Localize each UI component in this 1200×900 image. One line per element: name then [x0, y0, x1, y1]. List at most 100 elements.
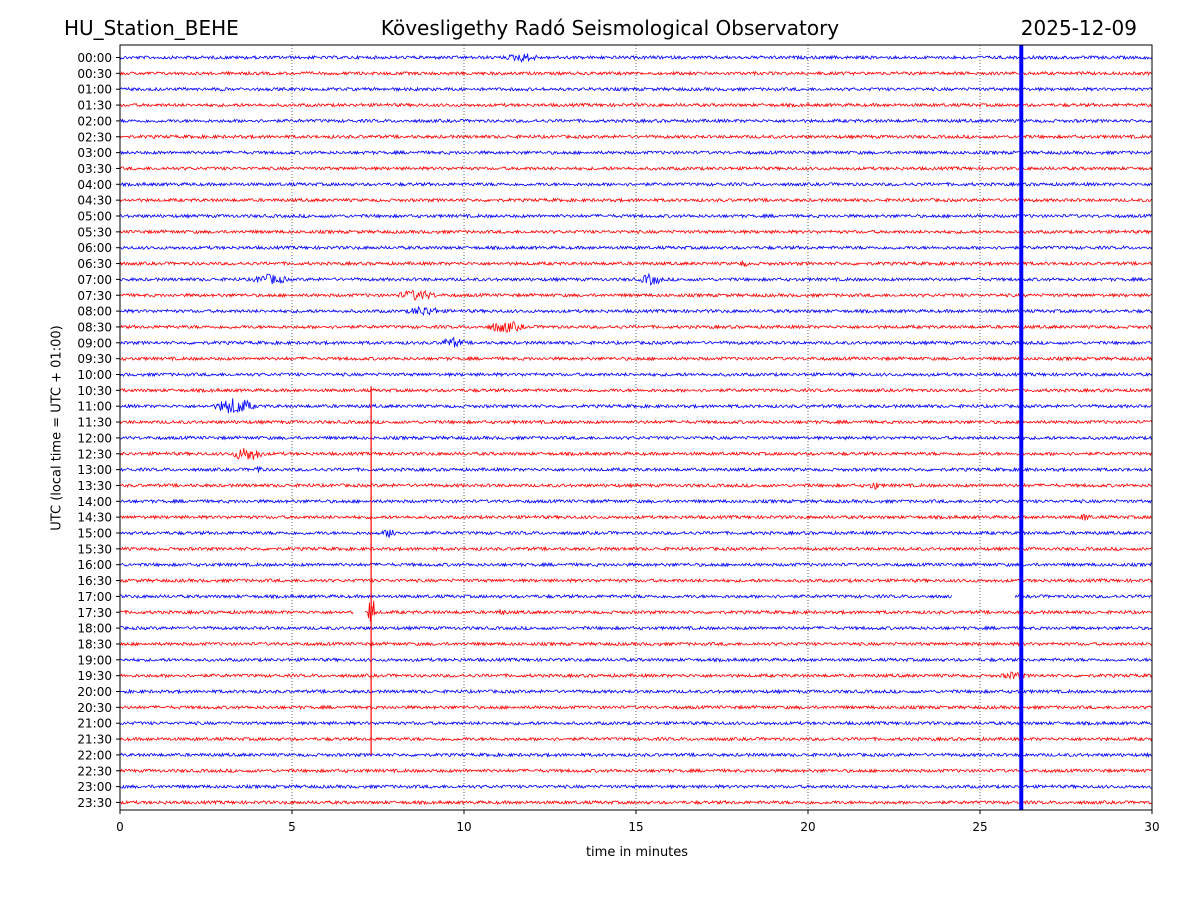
y-tick-label: 13:30: [77, 479, 112, 493]
y-tick-label: 09:30: [77, 352, 112, 366]
y-tick-label: 23:30: [77, 796, 112, 810]
trace-row-0400: [119, 181, 1153, 188]
y-tick-label: 20:00: [77, 685, 112, 699]
x-tick-label: 0: [116, 820, 124, 834]
y-tick-label: 08:30: [77, 320, 112, 334]
trace-rows: [119, 53, 1153, 806]
y-tick-label: 18:00: [77, 622, 112, 636]
y-tick-label: 04:30: [77, 194, 112, 208]
trace-row-1800: [119, 625, 1153, 632]
y-tick-label: 14:00: [77, 495, 112, 509]
y-tick-label: 21:00: [77, 717, 112, 731]
y-tick-label: 17:30: [77, 606, 112, 620]
y-tick-label: 10:00: [77, 368, 112, 382]
y-tick-label: 12:00: [77, 431, 112, 445]
trace-row-0000: [119, 53, 1153, 63]
y-tick-label: 04:00: [77, 178, 112, 192]
y-tick-label: 21:30: [77, 733, 112, 747]
y-tick-label: 20:30: [77, 701, 112, 715]
y-tick-label: 06:30: [77, 257, 112, 271]
y-tick-label: 11:00: [77, 400, 112, 414]
x-axis-label: time in minutes: [585, 845, 689, 860]
trace-row-2000: [119, 688, 1153, 695]
y-tick-label: 01:30: [77, 99, 112, 113]
trace-row-2100: [119, 720, 1153, 727]
y-tick-label: 15:30: [77, 542, 112, 556]
trace-row-1200: [119, 435, 1153, 441]
trace-row-0100: [119, 86, 1153, 93]
trace-row-2330: [119, 799, 1153, 806]
trace-row-2230: [119, 767, 1153, 774]
trace-row-0330: [119, 165, 1153, 172]
trace-row-1430: [119, 513, 1153, 521]
y-tick-label: 10:30: [77, 384, 112, 398]
x-tick-label: 25: [972, 820, 987, 834]
y-tick-label: 12:30: [77, 447, 112, 461]
trace-row-1230: [119, 448, 1153, 460]
station-name: HU_Station_BEHE: [64, 16, 239, 40]
trace-row-1600: [119, 561, 1153, 568]
trace-row-1030: [119, 387, 1153, 394]
y-tick-label: 23:00: [77, 780, 112, 794]
trace-row-0130: [119, 102, 1153, 108]
trace-row-2300: [119, 783, 1153, 790]
y-tick-label: 01:00: [77, 83, 112, 97]
y-tick-label: 00:30: [77, 67, 112, 81]
trace-row-0030: [119, 70, 1153, 77]
y-tick-label: 08:00: [77, 305, 112, 319]
y-tick-label: 17:00: [77, 590, 112, 604]
trace-row-0930: [119, 355, 1153, 362]
trace-row-1130: [119, 419, 1153, 425]
x-tick-label: 30: [1144, 820, 1159, 834]
trace-row-1900: [119, 656, 1153, 663]
plot-date: 2025-12-09: [1020, 16, 1137, 40]
y-tick-label: 22:30: [77, 764, 112, 778]
y-tick-label: 02:00: [77, 114, 112, 128]
y-tick-label: 07:30: [77, 289, 112, 303]
trace-row-1330: [119, 482, 1153, 490]
observatory-title: Kövesligethy Radó Seismological Observat…: [380, 16, 840, 40]
trace-row-0730: [119, 289, 1153, 301]
trace-row-1500: [119, 529, 1153, 538]
y-tick-label: 05:30: [77, 225, 112, 239]
y-tick-label: 11:30: [77, 416, 112, 430]
trace-row-1630: [119, 577, 1153, 584]
y-tick-label: 16:00: [77, 558, 112, 572]
y-tick-label: 16:30: [77, 574, 112, 588]
trace-row-0500: [119, 212, 1153, 220]
y-tick-label: 19:30: [77, 669, 112, 683]
trace-row-0600: [119, 244, 1153, 251]
y-tick-label: 15:00: [77, 527, 112, 541]
trace-row-0430: [119, 197, 1153, 204]
trace-row-1000: [119, 371, 1153, 378]
y-tick-label: 03:00: [77, 146, 112, 160]
trace-row-0300: [119, 149, 1153, 156]
y-tick-label: 18:30: [77, 637, 112, 651]
x-tick-label: 5: [288, 820, 296, 834]
trace-row-0230: [119, 133, 1153, 140]
trace-row-1300: [119, 465, 1153, 473]
y-tick-label: 03:30: [77, 162, 112, 176]
trace-row-1400: [119, 498, 1153, 505]
x-tick-label: 20: [800, 820, 815, 834]
y-tick-label: 09:00: [77, 336, 112, 350]
grid-lines: [291, 45, 981, 810]
x-tick-label: 15: [628, 820, 643, 834]
y-tick-label: 19:00: [77, 653, 112, 667]
y-tick-label: 00:00: [77, 51, 112, 65]
spike-lines: [370, 45, 1024, 810]
x-tick-label: 10: [456, 820, 471, 834]
y-tick-label: 05:00: [77, 210, 112, 224]
trace-row-2130: [119, 736, 1153, 743]
trace-row-0200: [119, 117, 1153, 124]
trace-row-0800: [119, 305, 1153, 316]
trace-row-0630: [119, 259, 1153, 268]
y-axis-label: UTC (local time = UTC + 01:00): [49, 325, 65, 531]
trace-row-0900: [119, 336, 1153, 348]
trace-row-2200: [119, 751, 1153, 758]
y-tick-label: 07:00: [77, 273, 112, 287]
y-tick-label: 14:30: [77, 511, 112, 525]
trace-row-0530: [119, 228, 1153, 235]
trace-row-0830: [119, 321, 1153, 333]
